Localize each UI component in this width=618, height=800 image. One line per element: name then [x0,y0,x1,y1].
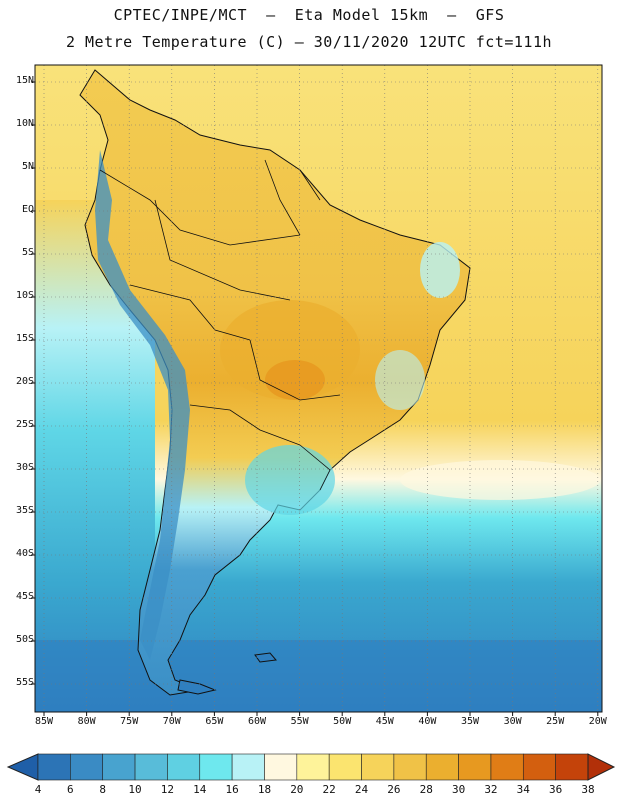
legend-label: 26 [387,783,401,796]
country-borders [99,159,341,491]
legend-label: 20 [290,783,304,796]
lat-label: 10N [15,118,34,129]
lon-label: 30W [503,716,522,727]
lat-label: 40S [15,548,34,559]
lat-label: 5N [21,161,34,172]
legend-swatch [490,753,524,781]
border-line [189,404,301,446]
lon-label: 65W [205,716,224,727]
lon-label: 75W [120,716,139,727]
legend-swatch [167,753,201,781]
legend-label: 8 [99,783,107,796]
legend-swatch [522,753,556,781]
uruguay-cool-region [245,445,335,515]
legend-low-arrow [6,753,39,781]
lon-label: 85W [34,716,54,727]
cool-spot-northeast [420,242,460,298]
legend-label: 38 [581,783,595,796]
southern-ocean-band [35,640,602,712]
legend-label: 6 [67,783,74,796]
legend-swatch [555,753,589,781]
legend-swatch [296,753,330,781]
border-line [299,169,321,201]
lon-label: 35W [460,716,480,727]
legend-label: 28 [419,783,433,796]
legend-label: 18 [257,783,272,796]
axis-ticks [31,81,599,716]
border-line [299,444,331,491]
legend-high-arrow [587,753,616,781]
legend-swatch [425,753,459,781]
border-line [99,169,301,246]
lat-label: 15N [15,75,34,86]
legend-label: 34 [516,783,530,796]
lon-label: 40W [418,716,437,727]
cool-spot-southeast [375,350,425,410]
legend-label: 14 [193,783,207,796]
legend-label: 24 [354,783,369,796]
legend-label: 16 [225,783,239,796]
legend-swatch [231,753,265,781]
legend-label: 32 [484,783,498,796]
border-line [249,339,341,401]
legend-label: 30 [451,783,466,796]
lon-label: 70W [162,716,181,727]
falkland-islands [254,652,277,663]
lat-label: EQ [21,204,34,215]
hot-core-pantanal [265,360,325,400]
legend-label: 36 [549,783,563,796]
legend-swatch [102,753,136,781]
lon-label: 80W [77,716,96,727]
legend-swatch [134,753,168,781]
map-border [34,64,603,713]
map-title: CPTEC/INPE/MCT – Eta Model 15km – GFS [113,6,505,24]
legend-swatch [70,753,104,781]
lon-label: 50W [333,716,352,727]
legend-swatch [393,753,427,781]
legend-swatch [264,753,298,781]
border-line [264,159,301,236]
lon-label: 55W [290,716,309,727]
color-scale-bar [6,753,616,781]
legend-label: 4 [34,783,42,796]
lon-label: 60W [247,716,267,727]
lat-label: 55S [15,677,34,688]
legend-swatch [199,753,233,781]
legend-label: 12 [160,783,175,796]
legend-swatch [328,753,362,781]
hot-core-brazil [220,300,360,400]
map-subtitle: 2 Metre Temperature (C) – 30/11/2020 12U… [65,33,553,51]
lat-label: 15S [15,333,34,344]
warm-ocean-patch [400,460,600,500]
legend-label: 10 [128,783,142,796]
border-line [129,284,251,341]
andes-cold-ridge [95,150,190,660]
lat-label: 35S [15,505,34,516]
lat-label: 50S [15,634,34,645]
lat-label: 45S [15,591,34,602]
lon-label: 25W [546,716,565,727]
lat-label: 30S [15,462,34,473]
legend-swatch [37,753,71,781]
lat-label: 20S [15,376,34,387]
lat-label: 10S [15,290,34,301]
tierra-del-fuego [177,679,217,695]
lat-label: 25S [15,419,34,430]
lon-label: 20W [588,716,607,727]
legend-label: 22 [322,783,336,796]
border-line [154,199,291,301]
lat-lon-grid [35,65,602,712]
legend-swatch [361,753,395,781]
legend-swatch [458,753,492,781]
lon-label: 45W [375,716,394,727]
lat-label: 5S [21,247,34,258]
